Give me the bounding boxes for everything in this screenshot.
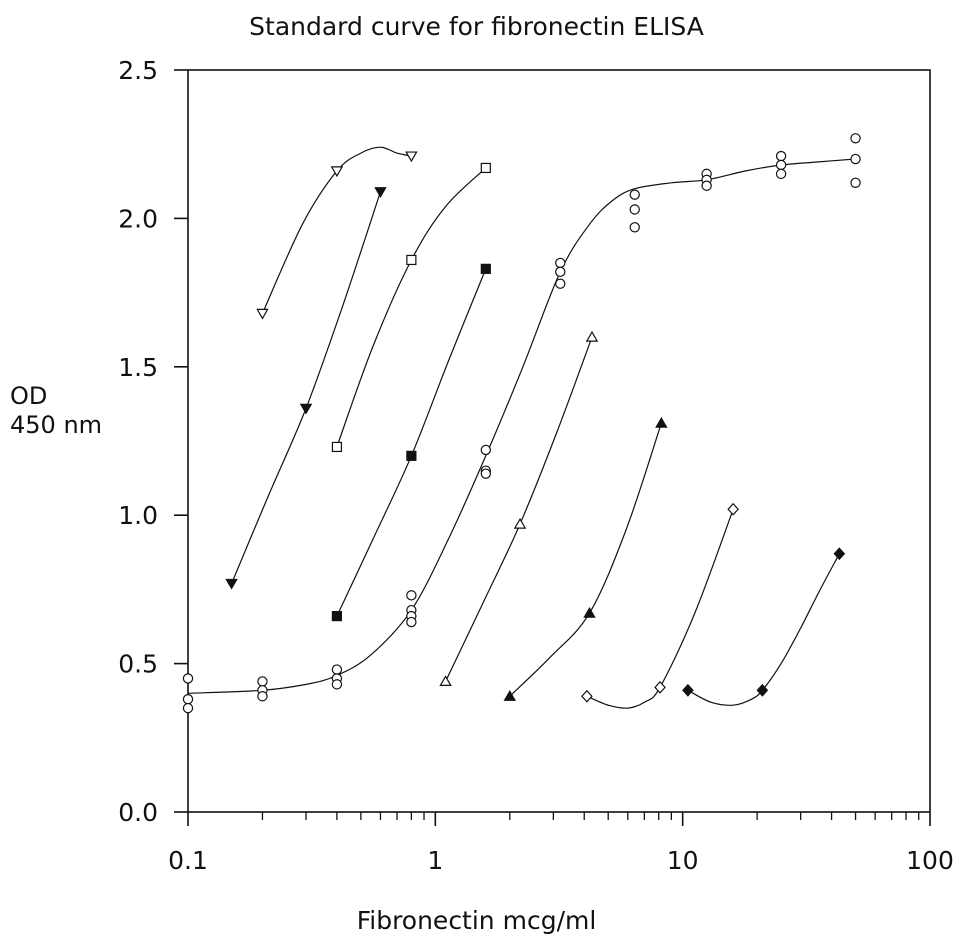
data-point [439,675,452,687]
data-point [850,153,861,165]
data-point [405,151,418,163]
series-diamond-open [581,502,739,709]
data-point [480,162,491,174]
data-point [833,547,846,561]
data-point [480,444,492,456]
data-point [555,278,566,289]
data-point [331,664,343,675]
x-tick-label: 10 [667,846,699,875]
series-triangle-up-filled [503,416,668,701]
series-circle-open [182,133,861,714]
data-point [655,416,668,428]
data-point [225,578,238,590]
data-point [406,616,417,628]
data-point [555,257,566,269]
y-axis-label-line-1: OD [10,382,48,410]
y-tick-label: 2.0 [118,204,158,233]
series-line [336,268,487,617]
data-point [629,204,640,215]
data-point [299,403,313,415]
x-axis-label: Fibronectin mcg/ml [356,906,597,935]
series-square-filled [331,263,491,622]
data-point [775,159,787,171]
data-point [331,441,343,453]
x-tick-label: 1 [427,846,443,875]
data-point [629,222,640,233]
y-tick-label: 0.0 [118,798,158,827]
data-point [513,517,527,529]
data-point [331,611,343,622]
data-point [682,683,694,697]
chart-title: Standard curve for fibronectin ELISA [249,12,704,41]
x-tick-label: 0.1 [168,846,208,875]
data-point [555,266,566,278]
data-point [585,330,599,342]
y-axis-label-line-2: 450 nm [10,411,103,439]
data-point [182,702,194,714]
y-tick-label: 1.0 [118,501,158,530]
series-line [187,158,856,694]
y-tick-label: 0.5 [118,650,158,679]
data-point [257,676,268,687]
data-point [480,263,491,274]
series-line [336,167,487,448]
data-point [775,168,787,180]
series-line [445,336,593,682]
data-point [257,691,268,702]
data-point [406,590,417,601]
series-triangle-down-filled [225,187,387,590]
data-point [775,150,787,162]
y-axis-label: OD 450 nm [10,382,102,440]
data-point [727,502,739,516]
y-tick-label: 2.5 [118,56,158,85]
x-tick-label: 100 [906,846,953,875]
series-square-open [331,162,491,453]
series-triangle-up-open [439,330,599,687]
y-tick-label: 1.5 [118,353,158,382]
data-point [629,189,640,200]
data-point [182,694,194,705]
series-line [261,146,412,314]
series-line [586,509,734,709]
data-point [480,468,492,479]
data-point [406,254,417,266]
data-point [581,689,593,703]
data-point [503,690,517,701]
data-point [654,680,666,694]
data-point [850,177,861,188]
series-line [687,553,840,706]
data-point [850,133,861,144]
data-point [374,187,387,198]
series-line [509,423,662,697]
series-triangle-down-open [256,146,418,320]
series-diamond-filled [682,547,846,706]
data-point [182,673,194,684]
plot-frame [187,69,931,813]
data-point [406,450,417,461]
data-point [756,683,769,697]
data-point [583,606,596,618]
data-point [331,679,343,690]
data-point [701,180,712,191]
data-point [256,308,269,320]
data-point [330,166,344,178]
